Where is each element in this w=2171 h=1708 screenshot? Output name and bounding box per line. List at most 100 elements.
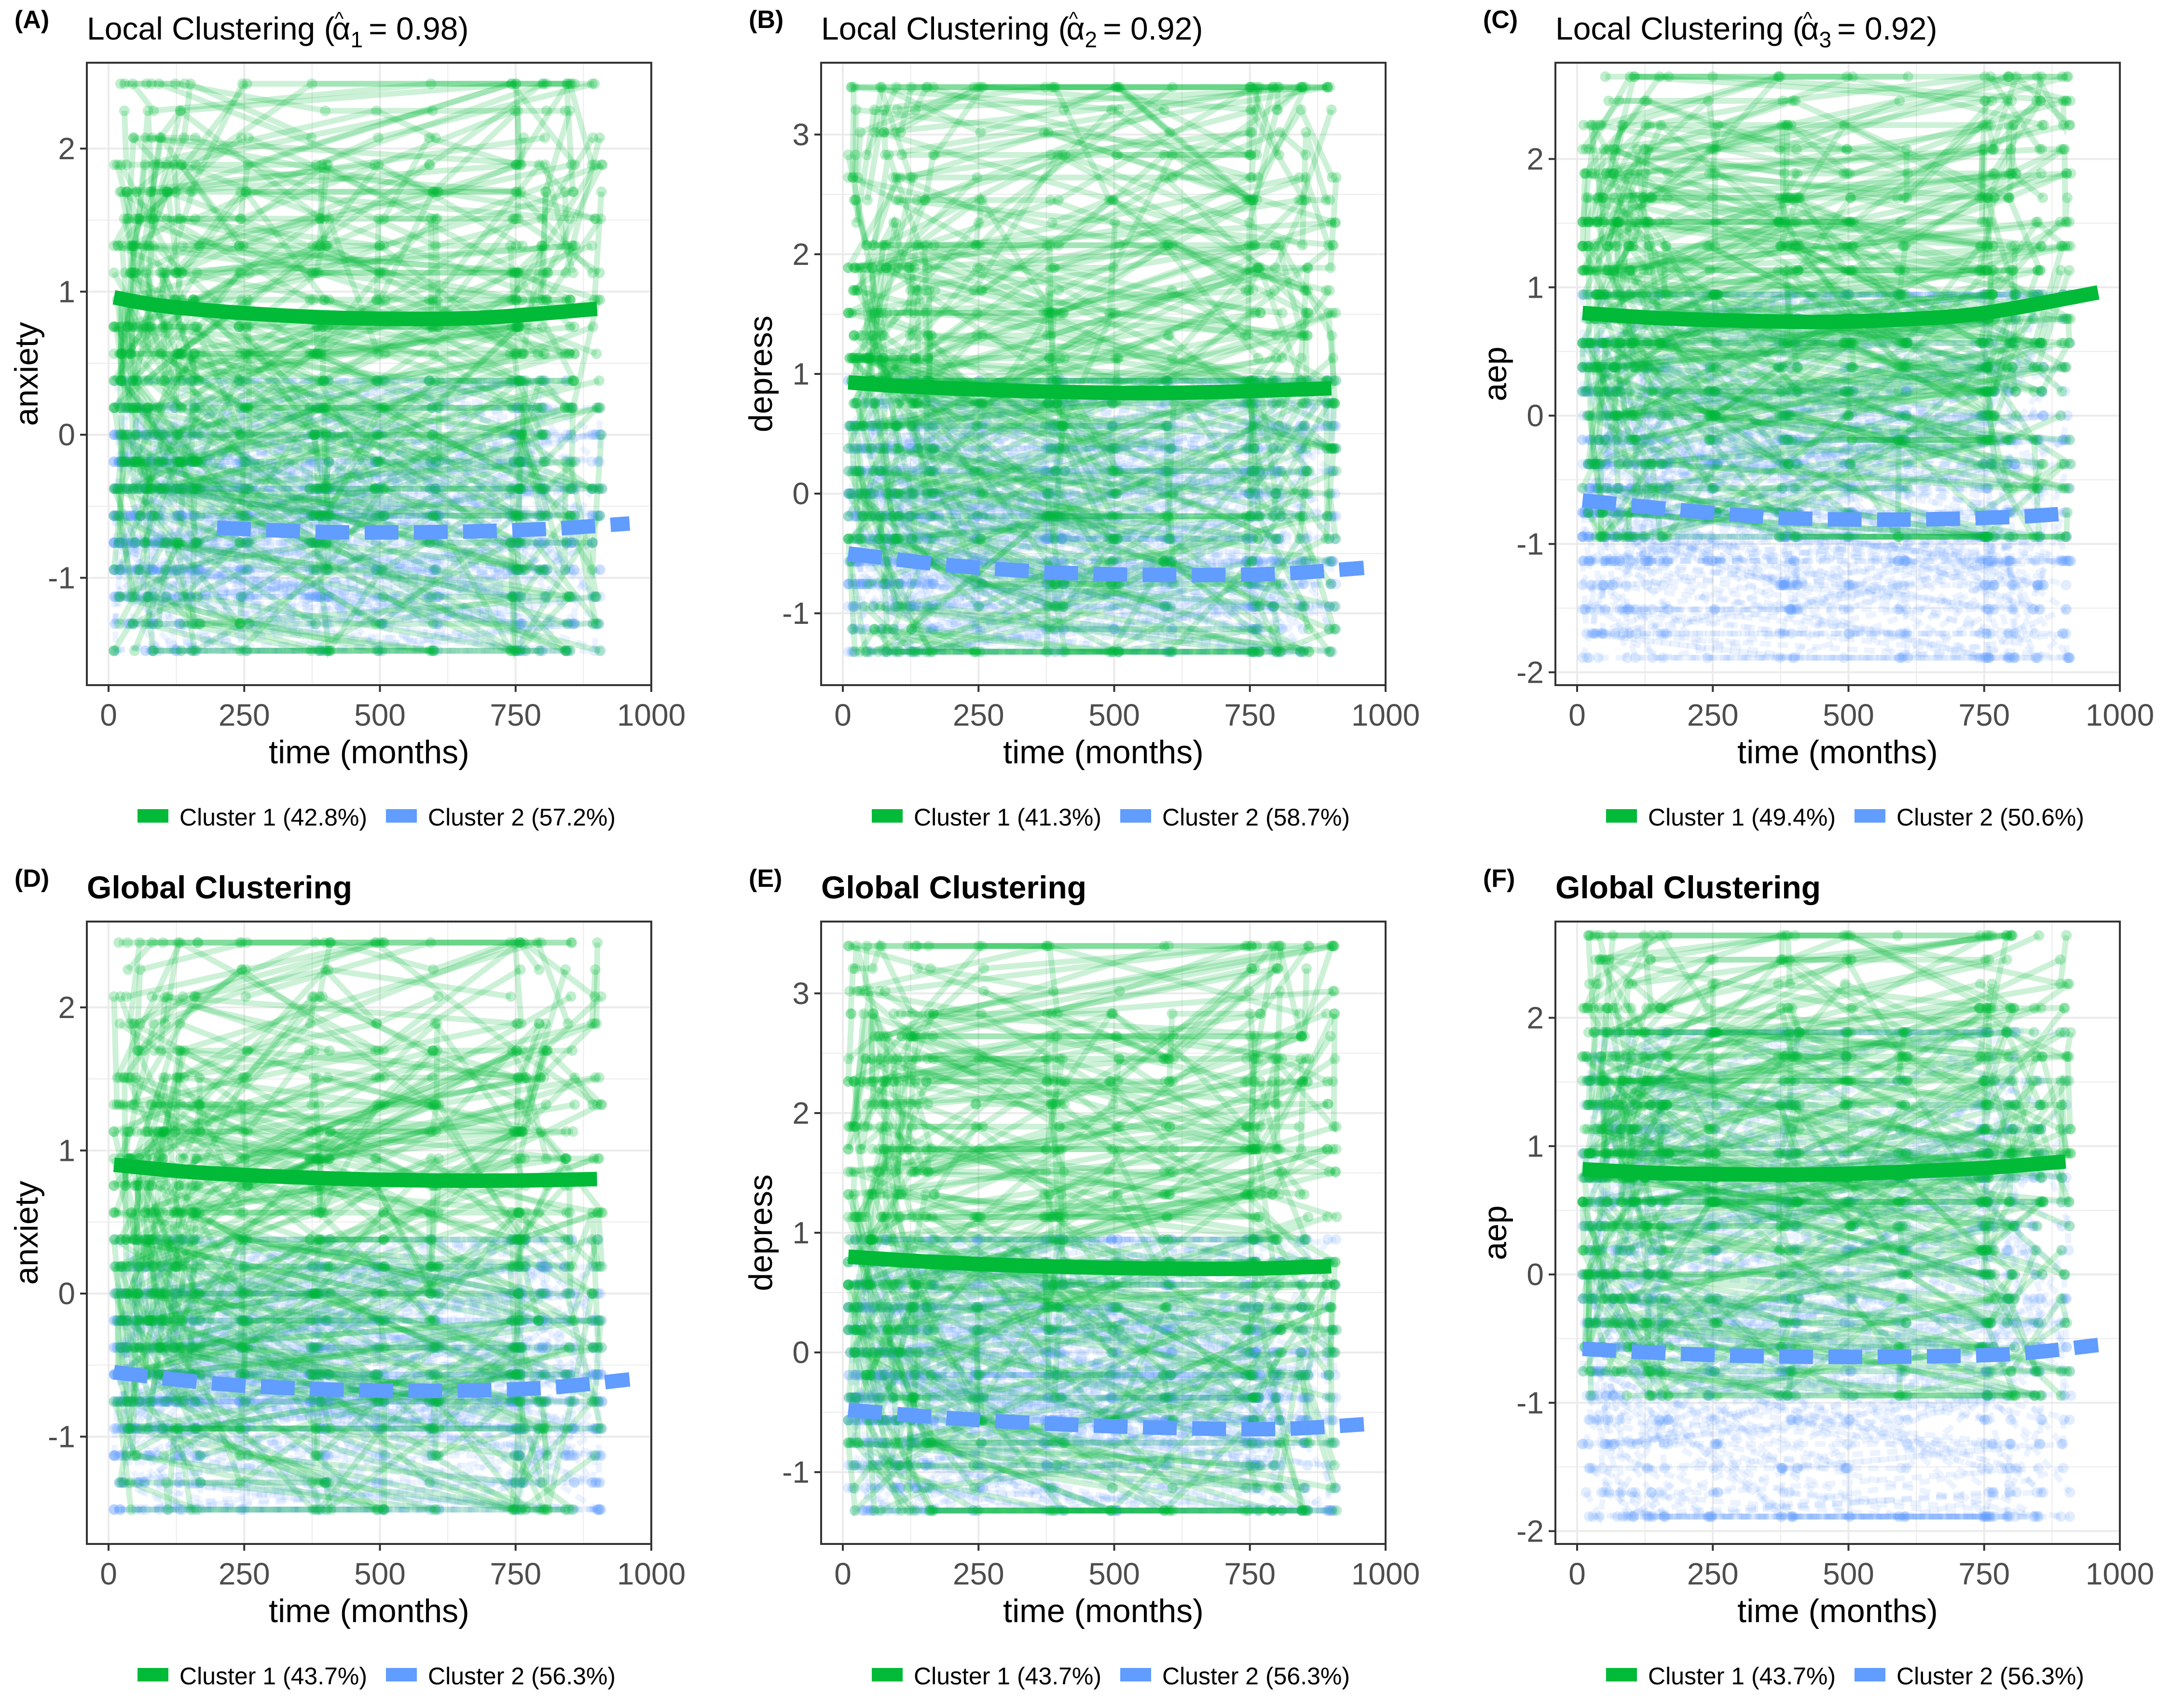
trajectory-point bbox=[162, 213, 172, 224]
x-tick-label: 0 bbox=[834, 698, 852, 732]
x-tick-label: 750 bbox=[1224, 698, 1276, 732]
trajectory-point bbox=[320, 106, 330, 116]
trajectory-point bbox=[851, 104, 861, 115]
trajectory-point bbox=[1253, 262, 1264, 273]
legend-key-cluster2 bbox=[386, 809, 417, 823]
trajectory-point bbox=[907, 624, 917, 634]
trajectory-point bbox=[1277, 353, 1287, 363]
trajectory-point bbox=[117, 240, 127, 251]
x-axis-title: time (months) bbox=[269, 734, 469, 771]
trajectory-point bbox=[1584, 652, 1594, 663]
trajectory-point bbox=[1248, 647, 1259, 657]
trajectory-point bbox=[869, 127, 880, 138]
trajectory-point bbox=[1243, 330, 1253, 341]
trajectory-point bbox=[1327, 308, 1338, 318]
trajectory-point bbox=[1331, 443, 1342, 454]
trajectory-point bbox=[1301, 127, 1311, 138]
trajectory-point bbox=[1270, 240, 1281, 250]
trajectory-point bbox=[849, 330, 860, 341]
title-value: = 0.92 bbox=[1103, 11, 1192, 46]
trajectory-point bbox=[847, 624, 857, 634]
trajectory-point bbox=[1299, 285, 1310, 296]
trajectory-point bbox=[1326, 104, 1337, 115]
y-tick-label: 1 bbox=[792, 357, 810, 391]
trajectory-point bbox=[424, 294, 435, 305]
trajectory-point bbox=[430, 133, 441, 143]
trajectory-point bbox=[376, 267, 386, 278]
trajectory-point bbox=[1299, 511, 1309, 522]
panel-tag: (A) bbox=[14, 6, 49, 34]
trajectory-point bbox=[1112, 353, 1123, 363]
chart-title: Local Clustering (^α1= 0.98) bbox=[87, 8, 468, 52]
trajectory-point bbox=[595, 402, 605, 413]
title-value: = 0.98 bbox=[369, 11, 458, 46]
trajectory-point bbox=[1303, 488, 1313, 499]
trajectory-point bbox=[1044, 488, 1055, 499]
trajectory-point bbox=[565, 456, 576, 467]
trajectory-point bbox=[156, 133, 166, 143]
x-tick-label: 500 bbox=[354, 698, 406, 732]
trajectory-point bbox=[864, 579, 874, 589]
chart-title-text: Local Clustering bbox=[821, 11, 1049, 46]
trajectory-point bbox=[127, 619, 138, 629]
trajectory-point bbox=[1050, 421, 1060, 431]
trajectory-point bbox=[1301, 466, 1312, 476]
trajectory-point bbox=[977, 488, 988, 499]
trajectory-point bbox=[568, 267, 578, 278]
trajectory-point bbox=[1049, 262, 1060, 273]
trajectory-point bbox=[371, 106, 382, 116]
legend-key-cluster1 bbox=[137, 809, 168, 823]
trajectory-point bbox=[234, 240, 245, 251]
trajectory-point bbox=[113, 483, 124, 494]
trajectory-point bbox=[1054, 240, 1064, 250]
trajectory-point bbox=[560, 646, 570, 656]
trajectory-point bbox=[890, 488, 901, 499]
trajectory-point bbox=[1113, 647, 1124, 657]
trajectory-point bbox=[1255, 308, 1266, 318]
trajectory-point bbox=[115, 348, 125, 359]
trajectory-point bbox=[1276, 466, 1287, 476]
trajectory-point bbox=[1244, 150, 1254, 160]
trajectory-point bbox=[144, 187, 154, 197]
y-tick-label: 2 bbox=[58, 131, 75, 166]
trajectory-point bbox=[868, 398, 879, 409]
trajectory-point bbox=[1165, 127, 1175, 138]
trajectory-point bbox=[428, 348, 439, 359]
trajectory-point bbox=[244, 537, 255, 548]
trajectory-point bbox=[1104, 534, 1115, 544]
trajectory-point bbox=[977, 195, 988, 206]
trajectory-point bbox=[868, 601, 879, 612]
trajectory-point bbox=[929, 443, 940, 454]
trajectory-point bbox=[515, 456, 525, 467]
trajectory-point bbox=[159, 537, 169, 548]
trajectory-point bbox=[1044, 353, 1055, 363]
trajectory-point bbox=[139, 537, 150, 548]
trajectory-point bbox=[128, 483, 138, 494]
trajectory-point bbox=[1159, 104, 1169, 115]
trajectory-point bbox=[508, 429, 519, 440]
trajectory-point bbox=[1245, 127, 1255, 138]
trajectory-point bbox=[1326, 330, 1337, 341]
trajectory-point bbox=[562, 79, 572, 89]
y-axis-title: anxiety bbox=[8, 322, 45, 426]
trajectory-point bbox=[971, 647, 982, 657]
trajectory-point bbox=[119, 106, 130, 116]
trajectory-point bbox=[1324, 285, 1335, 296]
trajectory-point bbox=[1162, 534, 1173, 544]
trajectory-point bbox=[1303, 647, 1314, 657]
trajectory-point bbox=[109, 402, 119, 413]
trajectory-point bbox=[535, 375, 545, 386]
trajectory-point bbox=[587, 79, 598, 89]
title-alpha: α bbox=[332, 11, 350, 46]
panel-tag: (B) bbox=[749, 6, 783, 34]
trajectory-point bbox=[322, 483, 333, 494]
trajectory-point bbox=[1331, 375, 1341, 386]
trajectory-point bbox=[594, 133, 605, 143]
y-axis-title: depress bbox=[742, 316, 779, 432]
trajectory-point bbox=[242, 402, 253, 413]
trajectory-point bbox=[907, 330, 918, 341]
trajectory-point bbox=[1244, 488, 1255, 499]
trajectory-point bbox=[880, 150, 891, 160]
trajectory-point bbox=[560, 565, 570, 575]
title-paren-close: ) bbox=[1192, 11, 1203, 46]
